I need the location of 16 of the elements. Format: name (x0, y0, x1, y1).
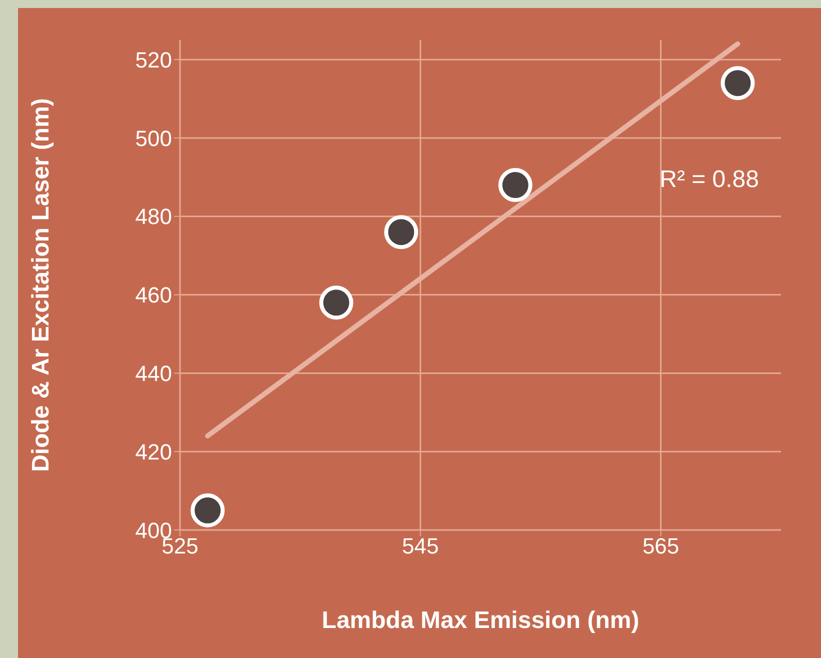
point (498, 168, 532, 202)
y-tick-label: 500 (135, 126, 172, 151)
x-tick-label: 545 (402, 534, 439, 559)
x-tick-label: 565 (642, 534, 680, 559)
y-axis-title: Diode & Ar Excitation Laser (nm) (28, 98, 55, 472)
y-tick-label: 460 (135, 282, 172, 308)
y-tick-label: 520 (135, 47, 172, 72)
y-tick-label: 440 (135, 361, 172, 386)
y-tick-label: 420 (135, 439, 172, 464)
point (319, 286, 354, 320)
point (720, 66, 755, 100)
y-tick-label: 480 (135, 204, 172, 230)
point (384, 215, 418, 250)
point (190, 493, 225, 528)
x-axis-title: Lambda Max Emission (nm) (322, 607, 640, 634)
annotation: R² = 0.88 (660, 166, 759, 194)
